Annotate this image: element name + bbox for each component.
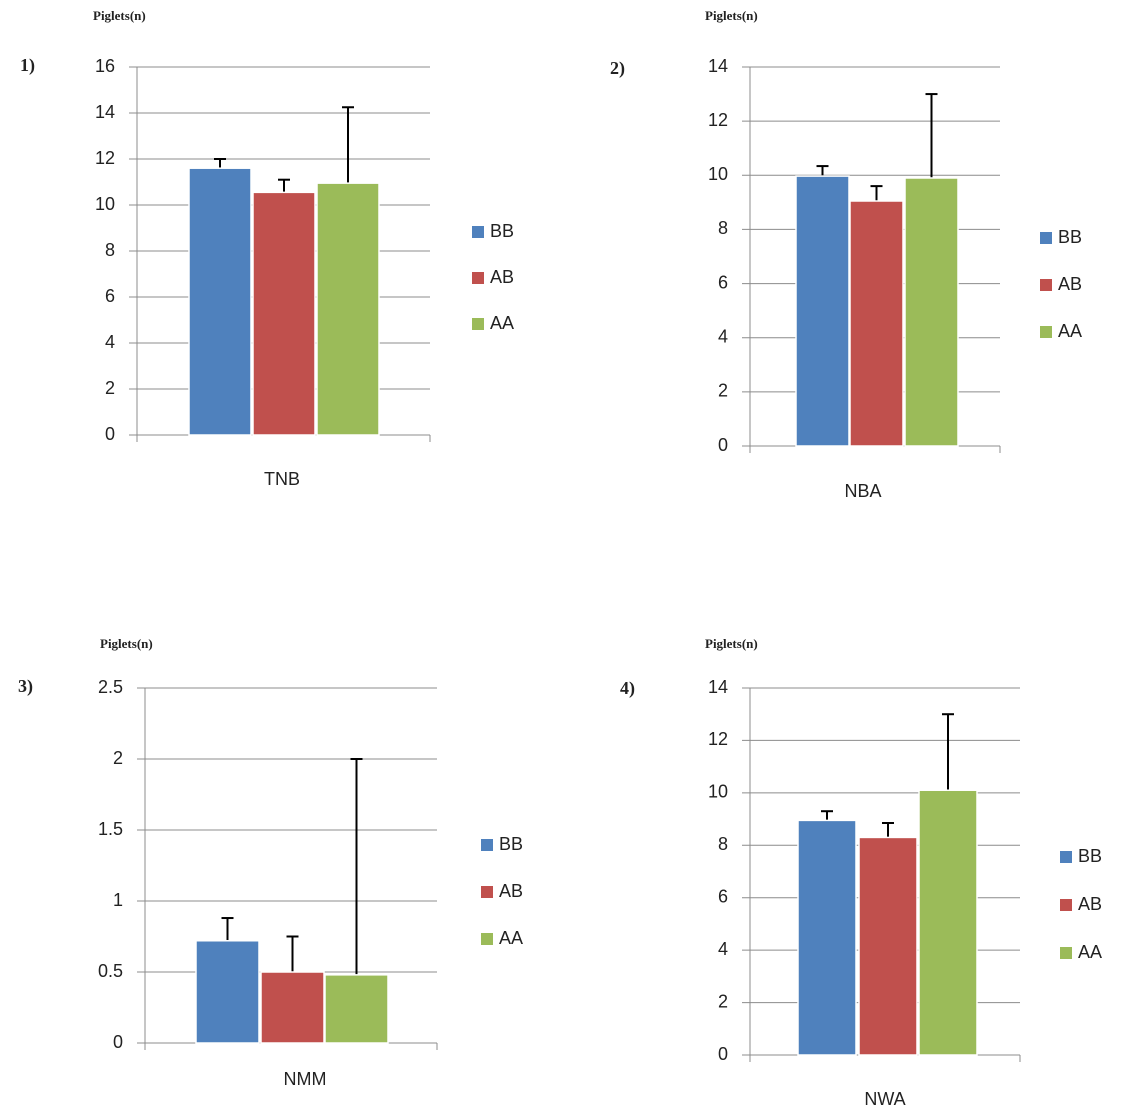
y-tick-label: 10 [95, 194, 115, 214]
y-tick-label: 1.5 [98, 819, 123, 839]
bar [253, 192, 315, 435]
legend-swatch [1060, 947, 1072, 959]
y-tick-label: 2 [718, 381, 728, 401]
y-axis-label: Piglets(n) [100, 636, 153, 651]
category-label: NWA [864, 1089, 905, 1109]
y-axis-label: Piglets(n) [93, 8, 146, 23]
bar [850, 201, 903, 446]
bar [919, 790, 977, 1055]
legend-label: BB [499, 834, 523, 854]
legend-swatch [1040, 232, 1052, 244]
bar [261, 972, 324, 1043]
y-tick-label: 12 [708, 729, 728, 749]
y-tick-label: 14 [708, 677, 728, 697]
panel-label: 4) [620, 678, 635, 699]
bar [859, 837, 917, 1055]
bar [196, 941, 259, 1043]
y-tick-label: 8 [718, 834, 728, 854]
bar [189, 168, 251, 435]
y-tick-label: 14 [95, 102, 115, 122]
y-tick-label: 10 [708, 782, 728, 802]
y-tick-label: 2 [718, 991, 728, 1011]
category-label: TNB [264, 469, 300, 489]
y-tick-label: 10 [708, 164, 728, 184]
legend-swatch [481, 886, 493, 898]
y-tick-label: 0 [113, 1032, 123, 1052]
y-tick-label: 4 [718, 326, 728, 346]
y-tick-label: 14 [708, 56, 728, 76]
legend-swatch [472, 318, 484, 330]
legend-swatch [472, 272, 484, 284]
y-tick-label: 0 [105, 424, 115, 444]
legend-label: AB [490, 267, 514, 287]
figure: Piglets(n)1)0246810121416TNBBBABAAPiglet… [0, 0, 1123, 1117]
y-tick-label: 2.5 [98, 677, 123, 697]
y-tick-label: 0 [718, 435, 728, 455]
y-tick-label: 2 [105, 378, 115, 398]
y-axis-label: Piglets(n) [705, 8, 758, 23]
y-tick-label: 2 [113, 748, 123, 768]
y-tick-label: 4 [105, 332, 115, 352]
y-tick-label: 0.5 [98, 961, 123, 981]
category-label: NMM [284, 1069, 327, 1089]
y-tick-label: 8 [105, 240, 115, 260]
bar [325, 975, 388, 1043]
y-tick-label: 12 [95, 148, 115, 168]
legend-label: AA [1058, 321, 1082, 341]
y-axis-label: Piglets(n) [705, 636, 758, 651]
legend-swatch [1060, 899, 1072, 911]
y-tick-label: 8 [718, 218, 728, 238]
y-tick-label: 4 [718, 939, 728, 959]
y-tick-label: 16 [95, 56, 115, 76]
y-tick-label: 6 [105, 286, 115, 306]
panel-label: 1) [20, 55, 35, 76]
category-label: NBA [844, 481, 881, 501]
y-tick-label: 6 [718, 272, 728, 292]
bar [905, 178, 958, 446]
legend-swatch [481, 933, 493, 945]
y-tick-label: 6 [718, 886, 728, 906]
legend-label: BB [1058, 227, 1082, 247]
legend-label: AB [499, 881, 523, 901]
y-tick-label: 1 [113, 890, 123, 910]
legend-label: BB [1078, 846, 1102, 866]
legend-swatch [481, 839, 493, 851]
bar [798, 820, 856, 1055]
legend-swatch [472, 226, 484, 238]
bar [317, 183, 379, 435]
legend-label: AB [1058, 274, 1082, 294]
legend-label: AB [1078, 894, 1102, 914]
y-tick-label: 12 [708, 110, 728, 130]
legend-swatch [1040, 326, 1052, 338]
panel-label: 3) [18, 676, 33, 697]
legend-label: AA [1078, 942, 1102, 962]
legend-label: BB [490, 221, 514, 241]
legend-label: AA [499, 928, 523, 948]
legend-label: AA [490, 313, 514, 333]
panel-label: 2) [610, 58, 625, 79]
bar [796, 176, 849, 446]
legend-swatch [1060, 851, 1072, 863]
legend-swatch [1040, 279, 1052, 291]
y-tick-label: 0 [718, 1044, 728, 1064]
